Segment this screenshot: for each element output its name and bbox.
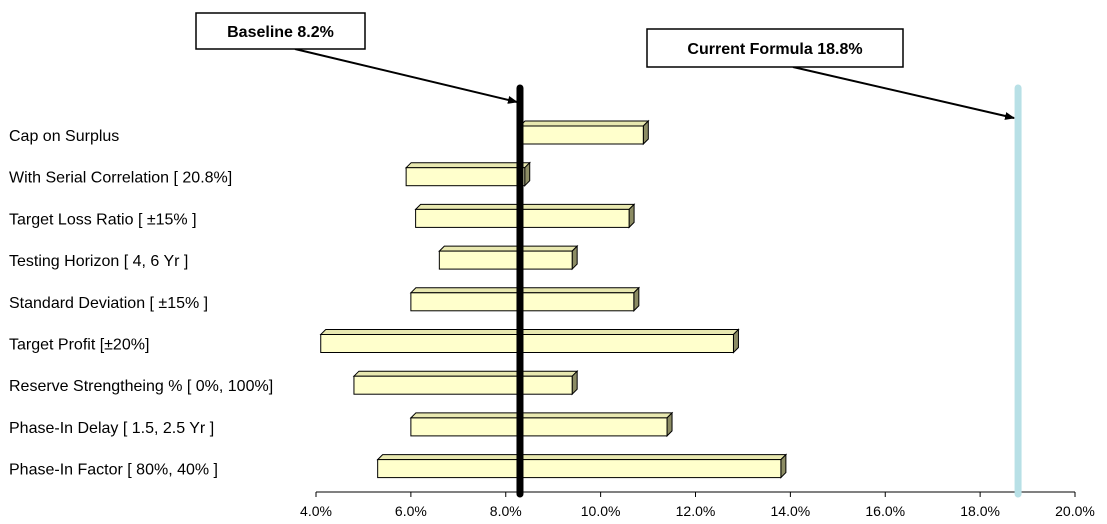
x-axis: 4.0% 6.0% 8.0% 10.0% 12.0% 14.0% 16.0% 18.0% 20.…: [300, 491, 1095, 519]
bar: [414, 203, 636, 229]
current-formula-callout: Current Formula 18.8%: [646, 28, 1016, 120]
category-label: Target Profit [±20%]: [9, 337, 149, 354]
x-tick-label: 20.0%: [1055, 503, 1095, 519]
reference-lines: [516, 84, 1022, 498]
x-tick-label: 16.0%: [865, 503, 905, 519]
callout-arrow: [294, 48, 518, 104]
bar: [376, 453, 788, 479]
bar: [319, 328, 740, 354]
bar-top-face: [414, 203, 636, 210]
x-tick-label: 10.0%: [581, 503, 621, 519]
bar-front-face: [410, 417, 668, 437]
callout-box: [646, 28, 904, 68]
category-label: Standard Deviation [ ±15% ]: [9, 295, 208, 312]
bar-top-face: [352, 370, 579, 377]
bar: [438, 244, 579, 271]
bar-front-face: [353, 375, 573, 395]
bar: [409, 286, 641, 313]
bar-top-face: [409, 412, 674, 419]
bar-front-face: [438, 250, 573, 270]
bar-top-face: [438, 245, 579, 252]
x-tick-label: 18.0%: [960, 503, 1000, 519]
bar-front-face: [405, 167, 526, 187]
category-label: Phase-In Delay [ 1.5, 2.5 Yr ]: [9, 420, 214, 437]
x-tick-label: 4.0%: [300, 503, 332, 519]
category-label: Phase-In Factor [ 80%, 40% ]: [9, 462, 218, 479]
bar-front-face: [320, 334, 734, 353]
bar: [409, 411, 674, 438]
bars-layer: [319, 119, 788, 479]
bar-front-face: [519, 125, 644, 145]
bar: [352, 369, 579, 396]
category-label: Testing Horizon [ 4, 6 Yr ]: [9, 253, 188, 270]
callout-label: Baseline 8.2%: [227, 24, 334, 41]
callout-box: [195, 12, 366, 50]
callout-arrow: [792, 66, 1016, 120]
category-label: With Serial Correlation [ 20.8%]: [9, 170, 232, 187]
bar-front-face: [377, 459, 782, 479]
bar-top-face: [376, 454, 788, 461]
bar: [518, 119, 650, 146]
callouts: Baseline 8.2% Current Formula 18.8%: [195, 12, 1016, 120]
x-tick-label: 6.0%: [395, 503, 427, 519]
bar-top-face: [409, 287, 641, 294]
bar-top-face: [404, 162, 531, 169]
bar: [404, 161, 531, 187]
bar-top-face: [518, 120, 650, 127]
category-label: Reserve Strengtheing % [ 0%, 100%]: [9, 378, 273, 395]
category-labels: Cap on Surplus With Serial Correlation [ …: [9, 128, 273, 479]
callout-label: Current Formula 18.8%: [687, 41, 862, 58]
x-tick-label: 12.0%: [676, 503, 716, 519]
bar-top-face: [319, 329, 740, 335]
x-tick-label: 14.0%: [771, 503, 811, 519]
baseline-callout: Baseline 8.2%: [195, 12, 518, 104]
category-label: Cap on Surplus: [9, 128, 119, 145]
category-label: Target Loss Ratio [ ±15% ]: [9, 211, 197, 228]
x-tick-label: 8.0%: [490, 503, 522, 519]
